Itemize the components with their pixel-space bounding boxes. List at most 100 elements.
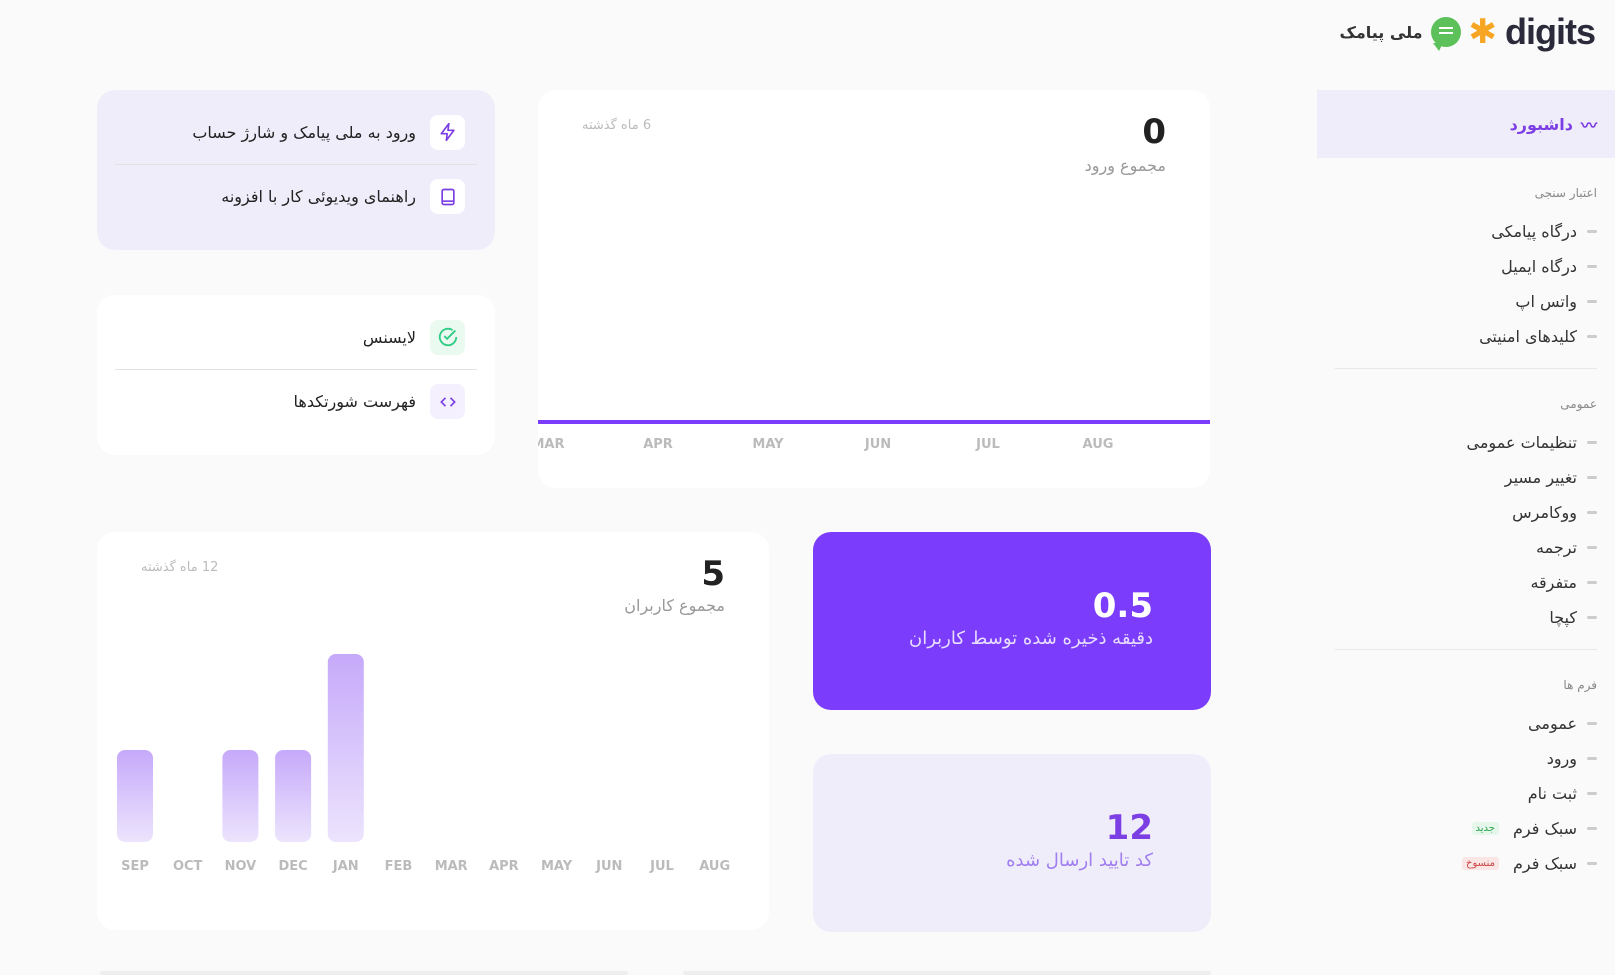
- dash-icon: [1587, 616, 1597, 619]
- status-badge: جدید: [1471, 822, 1499, 835]
- dash-icon: [1587, 265, 1597, 268]
- quick-links-card: ورود به ملی پیامک و شارژ حساب راهنمای وی…: [97, 90, 495, 250]
- activity-icon: 〰: [1580, 116, 1597, 135]
- time-saved-card: 0.5 دقیقه ذخیره شده توسط کاربران: [813, 532, 1211, 710]
- sidebar-item[interactable]: ورود: [1335, 741, 1597, 776]
- card-edge: [683, 971, 1211, 975]
- x-tick-label: APR: [643, 437, 673, 452]
- sidebar-item[interactable]: ثبت نام: [1335, 776, 1597, 811]
- time-saved-value: 0.5: [1092, 586, 1153, 626]
- link-shortcodes[interactable]: فهرست شورتکدها: [115, 369, 477, 433]
- logins-value: 0: [1142, 112, 1166, 152]
- x-tick-label: MAY: [541, 859, 573, 874]
- sidebar-item-label: تنظیمات عمومی: [1466, 433, 1577, 452]
- logins-chart-card: 0 مجموع ورود 6 ماه گذشته MAR APR MAY JUN JUL…: [538, 90, 1210, 488]
- card-edge: [100, 971, 628, 975]
- dash-icon: [1587, 581, 1597, 584]
- users-label: مجموع کاربران: [624, 596, 725, 615]
- codes-sent-value: 12: [1105, 808, 1153, 848]
- sidebar-item-label: ترجمه: [1536, 538, 1577, 557]
- bolt-icon: [430, 114, 465, 150]
- users-value: 5: [701, 554, 725, 594]
- logins-period: 6 ماه گذشته: [582, 118, 652, 133]
- sidebar-item-label: داشبورد: [1509, 114, 1573, 134]
- sidebar-item[interactable]: واتس اپ: [1335, 284, 1597, 319]
- link-label: لایسنس: [362, 327, 416, 347]
- bar: [327, 654, 364, 842]
- sidebar-item-label: تغییر مسیر: [1504, 468, 1577, 487]
- sidebar-item-label: ورود: [1546, 749, 1577, 768]
- sidebar-item[interactable]: کپچا: [1335, 600, 1597, 635]
- link-label: فهرست شورتکدها: [293, 392, 416, 411]
- sidebar-item-label: درگاه پیامکی: [1491, 222, 1577, 241]
- sidebar-item-label: کپچا: [1549, 608, 1577, 627]
- sidebar-item[interactable]: کلیدهای امنیتی: [1335, 319, 1597, 354]
- sidebar-item[interactable]: سبک فرم جدید: [1335, 811, 1597, 846]
- link-melipayamak[interactable]: ورود به ملی پیامک و شارژ حساب: [115, 100, 477, 164]
- bar: [275, 750, 312, 842]
- info-links-card: لایسنس فهرست شورتکدها: [97, 295, 495, 455]
- sidebar-heading: عمومی: [1560, 397, 1597, 411]
- status-badge: منسوخ: [1462, 857, 1499, 870]
- sidebar-item[interactable]: متفرقه: [1335, 565, 1597, 600]
- dash-icon: [1587, 827, 1597, 830]
- sidebar-section: عمومی تنظیمات عمومی تغییر مسیر ووکامرس ترجمه…: [1317, 397, 1615, 650]
- brand-logo: ملی پیامک ✱ digits: [1339, 11, 1596, 52]
- link-license[interactable]: لایسنس: [115, 305, 477, 369]
- dash-icon: [1587, 230, 1597, 233]
- sidebar-item[interactable]: درگاه ایمیل: [1335, 249, 1597, 284]
- x-tick-label: JUL: [649, 859, 674, 874]
- link-label: راهنمای ویدیوئی کار با افزونه: [221, 187, 416, 206]
- sidebar-divider: [1335, 649, 1597, 650]
- sidebar-item[interactable]: تغییر مسیر: [1335, 460, 1597, 495]
- x-tick-label: AUG: [1083, 437, 1114, 452]
- sidebar-item[interactable]: درگاه پیامکی: [1335, 214, 1597, 249]
- codes-sent-card: 12 کد تایید ارسال شده: [813, 754, 1211, 932]
- time-saved-label: دقیقه ذخیره شده توسط کاربران: [909, 628, 1153, 649]
- users-chart-card: 5 مجموع کاربران 12 ماه گذشته SEP OCT NOV DE…: [97, 532, 769, 930]
- partner-name: ملی پیامک: [1339, 22, 1423, 42]
- users-period: 12 ماه گذشته: [141, 560, 219, 575]
- logins-line-chart: MAR APR MAY JUN JUL AUG: [538, 420, 1210, 452]
- sidebar-item-label: درگاه ایمیل: [1501, 257, 1577, 276]
- dash-icon: [1587, 792, 1597, 795]
- sidebar-heading: اعتبار سنجی: [1534, 186, 1597, 200]
- sidebar-section: اعتبار سنجی درگاه پیامکی درگاه ایمیل واتس ا…: [1317, 186, 1615, 369]
- sidebar-item-label: ثبت نام: [1527, 784, 1577, 803]
- sidebar-divider: [1335, 368, 1597, 369]
- sidebar-item-dashboard[interactable]: 〰 داشبورد: [1317, 90, 1615, 158]
- x-tick-label: FEB: [385, 859, 413, 874]
- dash-icon: [1587, 441, 1597, 444]
- dash-icon: [1587, 862, 1597, 865]
- sidebar-item[interactable]: ووکامرس: [1335, 495, 1597, 530]
- logins-label: مجموع ورود: [1084, 156, 1166, 175]
- x-tick-label: APR: [489, 859, 519, 874]
- sidebar-item[interactable]: ترجمه: [1335, 530, 1597, 565]
- x-tick-label: OCT: [173, 859, 203, 874]
- sidebar-item[interactable]: تنظیمات عمومی: [1335, 425, 1597, 460]
- x-tick-label: JUN: [864, 437, 891, 452]
- sidebar-item-label: سبک فرم: [1512, 854, 1577, 873]
- dash-icon: [1587, 757, 1597, 760]
- link-video-guide[interactable]: راهنمای ویدیوئی کار با افزونه: [115, 164, 477, 228]
- sidebar-item-label: متفرقه: [1530, 573, 1577, 592]
- sidebar-item[interactable]: عمومی: [1335, 706, 1597, 741]
- x-tick-label: NOV: [225, 859, 257, 874]
- x-tick-label: JAN: [332, 859, 359, 874]
- link-label: ورود به ملی پیامک و شارژ حساب: [192, 122, 416, 142]
- bar: [222, 750, 259, 842]
- sidebar-item-label: ووکامرس: [1512, 503, 1577, 522]
- x-tick-label: AUG: [699, 859, 730, 874]
- sidebar-item-label: کلیدهای امنیتی: [1479, 327, 1577, 346]
- code-icon: [430, 384, 465, 419]
- x-tick-label: MAR: [435, 859, 468, 874]
- users-bar-chart: SEP OCT NOV DEC JAN FEB MAR APR MAY JUN JUL AUG: [117, 654, 730, 874]
- check-circle-icon: [430, 319, 465, 355]
- sidebar: 〰 داشبورد اعتبار سنجی درگاه پیامکی درگاه ا…: [1317, 90, 1615, 975]
- x-tick-label: DEC: [278, 859, 307, 874]
- x-tick-label: MAY: [752, 437, 784, 452]
- codes-sent-label: کد تایید ارسال شده: [1006, 850, 1153, 871]
- sidebar-item[interactable]: سبک فرم منسوخ: [1335, 846, 1597, 881]
- sidebar-section: فرم ها عمومی ورود ثبت نام سبک فرم جدید سبک فرم…: [1317, 678, 1615, 881]
- sidebar-item-label: واتس اپ: [1515, 292, 1577, 311]
